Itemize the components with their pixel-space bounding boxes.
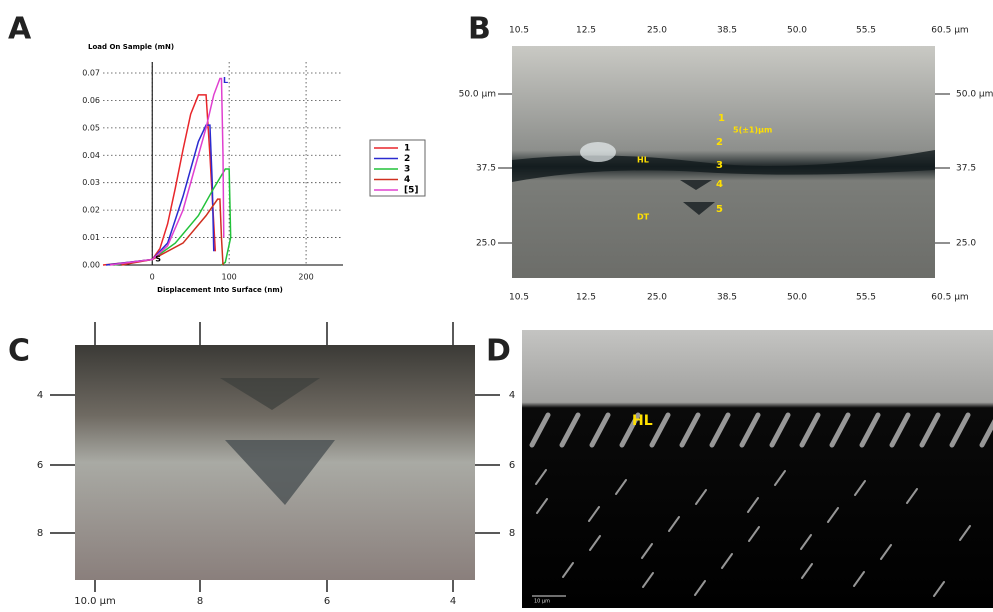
tick-label: 60.5 µm [931,26,968,36]
tick-label: 6 [324,596,330,607]
x-axis-title: Displacement Into Surface (nm) [157,286,283,294]
indent-label: 1 [718,113,725,124]
y-tick-label: 0.03 [82,178,100,187]
y-tick-label: 0.00 [82,261,100,270]
x-tick-label: 0 [150,273,155,282]
tick-label: 10.5 [509,26,529,36]
legend-label: 4 [404,175,410,185]
tick-label: 10.0 µm [74,596,116,607]
tick-label: 55.5 [856,293,876,303]
indent-label: 4 [716,179,723,190]
micrograph [522,330,993,608]
y-tick-label: 0.04 [82,151,100,160]
scale-bar-label: 10 µm [534,599,550,605]
tick-label: 25.0 [956,239,976,249]
tick-label: 4 [37,390,43,401]
dt-label: DT [637,213,650,222]
tick-label: 60.5 µm [931,293,968,303]
tick-label: 6 [37,460,43,471]
tick-label: 50.0 [787,26,807,36]
series-line [121,199,223,265]
tick-label: 37.5 [956,164,976,174]
tick-label: 8 [509,528,515,539]
x-tick-label: 100 [222,273,237,282]
x-tick-label: 200 [298,273,313,282]
series-line [106,125,214,265]
tick-label: 12.5 [576,293,596,303]
panel-label: A [8,12,32,47]
tick-label: 4 [450,596,456,607]
tick-label: 25.0 [476,239,496,249]
series-line [103,95,215,265]
tick-label: 6 [509,460,515,471]
tick-label: 4 [509,390,515,401]
tick-label: 38.5 [717,26,737,36]
spacing-label: 5(±1)µm [733,126,772,135]
tick-label: 8 [197,596,203,607]
indent-label: 5 [716,204,723,215]
annotation: L [223,76,228,85]
tick-label: 37.5 [476,164,496,174]
tick-label: 8 [37,528,43,539]
tick-label: 50.0 µm [459,90,496,100]
tick-label: 50.0 µm [956,90,993,100]
tick-label: 25.0 [647,293,667,303]
hl-label: HL [637,156,649,165]
y-tick-label: 0.02 [82,206,100,215]
panel-c: 4 6 8 4 6 8 10.0 µm 8 6 4 [37,322,515,607]
panel-label: B [468,12,491,47]
panel-label: C [8,334,30,369]
y-tick-label: 0.07 [82,68,100,77]
panel-b: 10.5 12.5 25.0 38.5 50.0 55.5 60.5 µm 10.5 12.5 2… [459,26,993,303]
hl-label: HL [632,413,653,429]
indent-label: 2 [716,137,723,148]
tick-label: 50.0 [787,293,807,303]
annotation: S [155,255,161,264]
chart-a: 0.00 0.01 0.02 0.03 0.04 0.05 0.06 0.07 0 100 200 L… [82,43,425,294]
panel-label: D [486,334,511,369]
glare [580,142,616,162]
tick-label: 12.5 [576,26,596,36]
y-tick-label: 0.05 [82,123,100,132]
y-axis-title: Load On Sample (mN) [88,43,174,51]
indent-label: 3 [716,160,723,171]
panel-d: HL 10 µm [522,330,993,608]
tick-label: 10.5 [509,293,529,303]
tick-label: 25.0 [647,26,667,36]
y-tick-label: 0.06 [82,96,100,105]
y-tick-label: 0.01 [82,233,100,242]
legend-label: [5] [404,186,419,196]
tick-label: 55.5 [856,26,876,36]
figure: A B C D 0.00 0.01 0.02 0.03 0.04 0.05 0.06 0.07… [0,0,993,608]
legend-label: 1 [404,144,410,154]
tick-label: 38.5 [717,293,737,303]
legend-label: 2 [404,154,410,164]
legend-label: 3 [404,165,410,175]
